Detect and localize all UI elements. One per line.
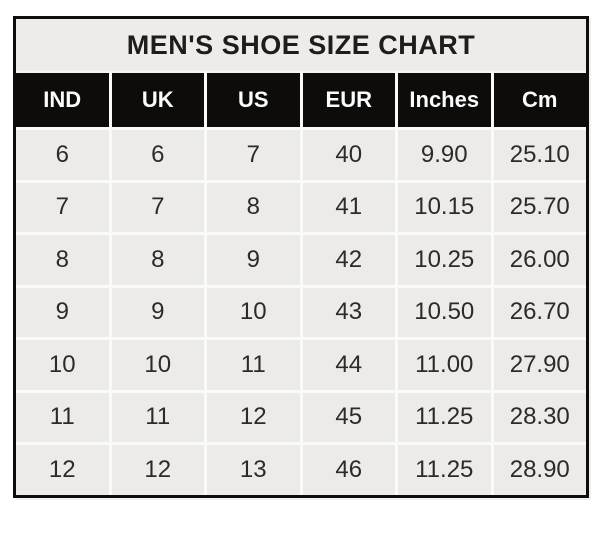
table-cell: 12 (111, 445, 204, 495)
table-cell: 7 (207, 130, 300, 180)
table-cell: 7 (111, 182, 204, 232)
table-cell: 10.15 (398, 182, 491, 232)
table-cell: 11.25 (398, 445, 491, 495)
table-cell: 11 (207, 340, 300, 390)
table-cell: 9 (207, 235, 300, 285)
table-cell: 41 (302, 182, 395, 232)
column-header-inches: Inches (398, 73, 491, 127)
table-cell: 9 (16, 287, 109, 337)
table-cell: 44 (302, 340, 395, 390)
chart-title: MEN'S SHOE SIZE CHART (126, 29, 476, 60)
table-cell: 10 (111, 340, 204, 390)
table-cell: 40 (302, 130, 395, 180)
table-cell: 11 (16, 392, 109, 442)
table-cell: 10.25 (398, 235, 491, 285)
table-cell: 6 (16, 130, 109, 180)
column-header-eur: EUR (302, 73, 395, 127)
table-cell: 45 (302, 392, 395, 442)
table-cell: 12 (16, 445, 109, 495)
table-cell: 11 (111, 392, 204, 442)
chart-title-bar: MEN'S SHOE SIZE CHART (16, 19, 586, 73)
table-cell: 7 (16, 182, 109, 232)
table-cell: 25.10 (493, 130, 586, 180)
table-cell: 10 (16, 340, 109, 390)
table-cell: 42 (302, 235, 395, 285)
table-cell: 12 (207, 392, 300, 442)
table-cell: 8 (16, 235, 109, 285)
table-cell: 26.70 (493, 287, 586, 337)
table-cell: 26.00 (493, 235, 586, 285)
table-cell: 8 (207, 182, 300, 232)
table-cell: 10.50 (398, 287, 491, 337)
table-cell: 28.30 (493, 392, 586, 442)
column-header-us: US (207, 73, 300, 127)
table-cell: 10 (207, 287, 300, 337)
table-cell: 43 (302, 287, 395, 337)
shoe-size-chart: MEN'S SHOE SIZE CHART IND UK US EUR Inch… (13, 16, 589, 498)
table-cell: 8 (111, 235, 204, 285)
column-header-cm: Cm (493, 73, 586, 127)
table-cell: 46 (302, 445, 395, 495)
table-cell: 13 (207, 445, 300, 495)
column-header-uk: UK (111, 73, 204, 127)
table-cell: 6 (111, 130, 204, 180)
table-cell: 11.25 (398, 392, 491, 442)
size-table: IND UK US EUR Inches Cm 6 6 7 40 9.90 25… (16, 73, 586, 495)
table-cell: 9 (111, 287, 204, 337)
column-header-ind: IND (16, 73, 109, 127)
table-cell: 9.90 (398, 130, 491, 180)
table-cell: 11.00 (398, 340, 491, 390)
table-cell: 25.70 (493, 182, 586, 232)
table-cell: 28.90 (493, 445, 586, 495)
table-cell: 27.90 (493, 340, 586, 390)
